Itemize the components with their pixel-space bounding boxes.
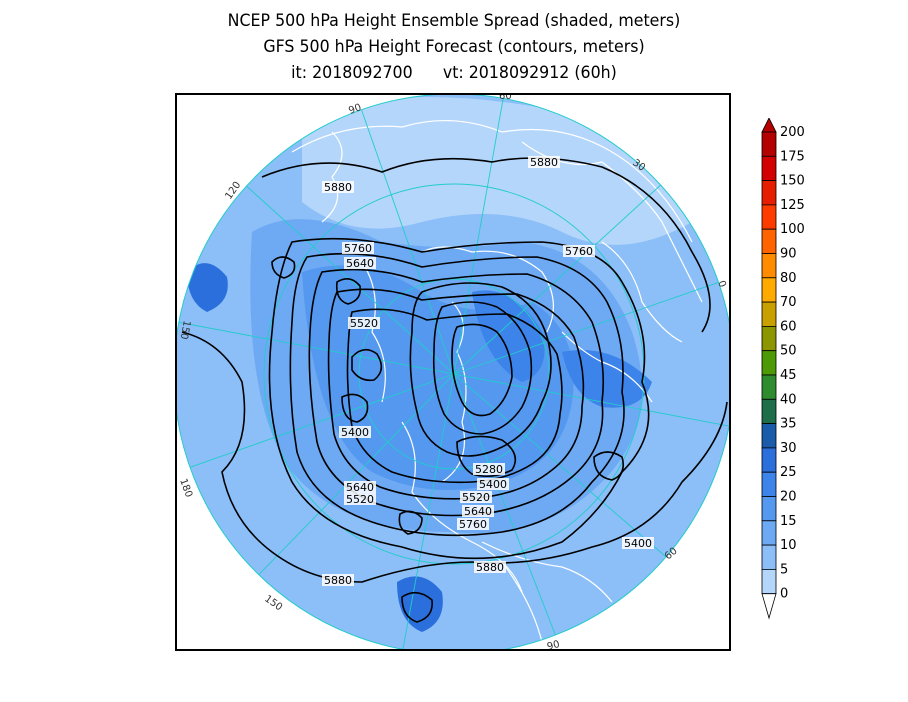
- colorbar-level-label: 15: [780, 514, 797, 529]
- colorbar-swatch: [761, 471, 777, 497]
- colorbar-swatch: [761, 180, 777, 206]
- colorbar-swatch: [761, 544, 777, 570]
- colorbar-labels: 2001751501251009080706050454035302520151…: [780, 125, 805, 602]
- colorbar-level-label: 45: [780, 368, 797, 383]
- colorbar-level-label: 80: [780, 271, 797, 286]
- contour-label: 5880: [324, 574, 352, 587]
- colorbar-level-label: 50: [780, 344, 797, 359]
- longitude-label: 90: [546, 639, 561, 649]
- colorbar-swatch: [761, 204, 777, 230]
- colorbar-swatch: [761, 131, 777, 157]
- colorbar-swatch: [761, 301, 777, 327]
- colorbar-top-arrow: [761, 118, 777, 133]
- colorbar-swatch: [761, 155, 777, 181]
- contour-label: 5760: [565, 245, 593, 258]
- colorbar-level-label: 70: [780, 295, 797, 310]
- colorbar-level-label: 0: [780, 587, 788, 602]
- colorbar-swatch: [761, 593, 777, 620]
- longitude-label: 30: [728, 420, 729, 434]
- colorbar-swatch: [761, 350, 777, 376]
- contour-label: 5400: [624, 537, 652, 550]
- contour-label: 5400: [479, 478, 507, 491]
- map-frame: 5880 5760 5640 5520 5400 5280 5400 5520 …: [175, 93, 731, 651]
- colorbar-level-label: 25: [780, 465, 797, 480]
- contour-label: 5640: [346, 257, 374, 270]
- contour-label: 5760: [344, 242, 372, 255]
- colorbar-swatch: [761, 398, 777, 424]
- contour-label: 5400: [341, 426, 369, 439]
- colorbar-level-label: 200: [780, 125, 805, 140]
- colorbar-swatch: [761, 277, 777, 303]
- contour-label: 5760: [459, 518, 487, 531]
- colorbar-swatch: [761, 228, 777, 254]
- colorbar-level-label: 5: [780, 562, 788, 577]
- colorbar-swatch: [761, 447, 777, 473]
- contour-label: 5520: [462, 491, 490, 504]
- colorbar: 2001751501251009080706050454035302520151…: [761, 118, 805, 620]
- colorbar-level-label: 40: [780, 392, 797, 407]
- colorbar-swatch: [761, 253, 777, 279]
- longitude-label: 180: [177, 477, 194, 499]
- title-line-3: it: 2018092700 vt: 2018092912 (60h): [291, 63, 617, 83]
- title-block: NCEP 500 hPa Height Ensemble Spread (sha…: [0, 8, 908, 86]
- colorbar-boxes: [761, 118, 777, 620]
- colorbar-level-label: 20: [780, 490, 797, 505]
- colorbar-swatch: [761, 496, 777, 522]
- spread-shading-region: [187, 263, 228, 312]
- colorbar-swatch: [761, 325, 777, 352]
- contour-label: 5880: [476, 561, 504, 574]
- colorbar-swatch: [761, 568, 777, 595]
- graticule: [177, 95, 729, 649]
- contour-label: 5880: [530, 156, 558, 169]
- colorbar-level-label: 150: [780, 174, 805, 189]
- colorbar-level-label: 90: [780, 247, 797, 262]
- longitude-label: 90: [347, 102, 363, 117]
- contour-label: 5520: [346, 493, 374, 506]
- contour-label-group: 5880 5760 5640 5520 5400 5280 5400 5520 …: [322, 156, 654, 587]
- longitude-label: 60: [499, 95, 512, 102]
- contour-label: 5640: [464, 505, 492, 518]
- colorbar-level-label: 100: [780, 222, 805, 237]
- spread-shading-region: [302, 97, 692, 245]
- colorbar-swatch: [761, 423, 777, 449]
- contour-label: 5880: [324, 181, 352, 194]
- contour-label: 5640: [346, 481, 374, 494]
- colorbar-swatch: [761, 374, 777, 400]
- spread-shading-region: [472, 290, 545, 382]
- longitude-label: 150: [178, 319, 192, 340]
- colorbar-level-label: 10: [780, 538, 797, 553]
- contour-label: 5520: [350, 317, 378, 330]
- longitude-label: 0: [715, 279, 728, 289]
- contour-label: 5280: [475, 463, 503, 476]
- title-line-1: NCEP 500 hPa Height Ensemble Spread (sha…: [227, 11, 681, 31]
- spread-shading-region: [562, 350, 652, 408]
- longitude-label: 150: [262, 593, 284, 613]
- coastlines: [291, 119, 703, 643]
- colorbar-level-label: 60: [780, 319, 797, 334]
- colorbar-level-label: 35: [780, 417, 797, 432]
- polar-map: 5880 5760 5640 5520 5400 5280 5400 5520 …: [177, 95, 729, 649]
- colorbar-level-label: 125: [780, 198, 805, 213]
- title-line-2: GFS 500 hPa Height Forecast (contours, m…: [263, 37, 645, 57]
- colorbar-level-label: 30: [780, 441, 797, 456]
- colorbar-level-label: 175: [780, 149, 805, 164]
- colorbar-swatch: [761, 520, 777, 546]
